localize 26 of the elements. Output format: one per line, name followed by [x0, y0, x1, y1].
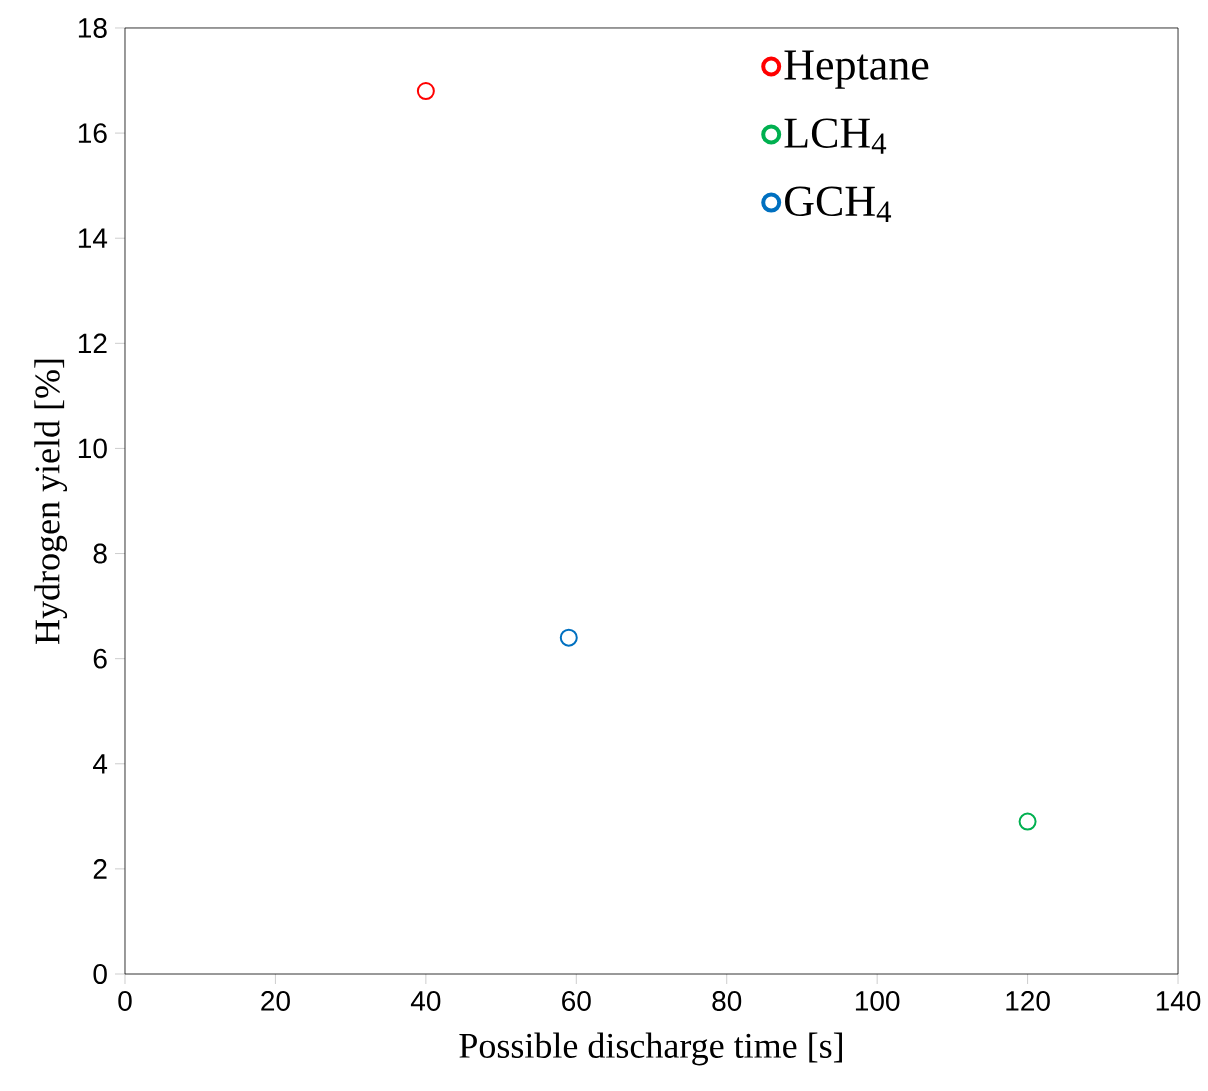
- y-axis-title: Hydrogen yield [%]: [34, 359, 68, 644]
- x-tick-label: 120: [1006, 991, 1050, 1011]
- point: [559, 628, 578, 647]
- y-tick-label: 14: [78, 228, 108, 248]
- x-tick-label: 0: [118, 991, 132, 1011]
- x-tick-label: 100: [855, 991, 900, 1011]
- legend-label: LCH$_{4}$: [784, 118, 887, 154]
- point: [1018, 812, 1037, 831]
- x-tick-label: 140: [1156, 991, 1201, 1011]
- y-tick-label: 8: [93, 543, 107, 564]
- point: [416, 82, 435, 101]
- y-tick-label: 12: [78, 333, 107, 354]
- legend-label: GCH$_{4}$: [785, 186, 892, 222]
- x-tick-label: 40: [410, 991, 441, 1011]
- x-tick-label: 60: [562, 991, 591, 1011]
- x-tick-label: 20: [261, 991, 290, 1011]
- y-tick-label: 2: [93, 859, 107, 879]
- x-tick-label: 80: [712, 991, 742, 1011]
- x-axis-title: Possible discharge time [s]: [459, 1032, 842, 1066]
- y-tick-label: 16: [78, 123, 107, 144]
- y-tick-label: 0: [93, 964, 107, 984]
- legend-label: Heptane: [784, 50, 929, 89]
- y-tick-label: 10: [78, 438, 107, 459]
- y-tick-label: 6: [93, 648, 107, 669]
- y-tick-label: 18: [78, 18, 107, 38]
- y-tick-label: 4: [92, 754, 108, 774]
